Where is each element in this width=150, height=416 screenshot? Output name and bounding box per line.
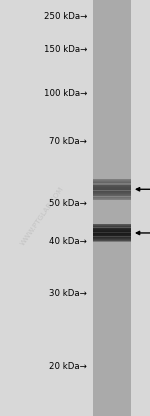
Bar (93, 228, 130, 229)
Bar (93, 223, 130, 224)
Bar (93, 184, 130, 185)
Bar (93, 194, 130, 195)
Text: 150 kDa→: 150 kDa→ (44, 45, 87, 54)
Bar (93, 226, 130, 227)
Bar (93, 227, 130, 228)
Bar (93, 187, 130, 188)
Bar (93, 192, 130, 193)
Bar (93, 188, 130, 189)
Bar (93, 190, 130, 191)
Bar (93, 226, 130, 227)
Bar (93, 227, 130, 228)
Bar (93, 235, 130, 236)
Bar (93, 241, 130, 242)
Bar (93, 191, 130, 192)
Text: 250 kDa→: 250 kDa→ (44, 12, 87, 21)
Bar (93, 232, 130, 233)
Bar (93, 234, 130, 235)
Bar (93, 235, 130, 236)
Bar (93, 231, 130, 232)
Bar (93, 230, 130, 231)
Text: 40 kDa→: 40 kDa→ (49, 237, 87, 246)
Bar (93, 181, 130, 182)
Bar (93, 232, 130, 233)
Bar (93, 183, 130, 184)
Bar (93, 183, 130, 184)
Bar (93, 239, 130, 240)
Text: 100 kDa→: 100 kDa→ (44, 89, 87, 98)
Bar (93, 230, 130, 231)
Bar (93, 225, 130, 226)
Bar (93, 228, 130, 229)
Text: 50 kDa→: 50 kDa→ (49, 199, 87, 208)
Bar (93, 198, 130, 199)
Bar (93, 186, 130, 187)
Bar (93, 179, 130, 180)
Bar (93, 180, 130, 181)
Bar (93, 231, 130, 232)
Bar (93, 181, 130, 182)
Bar (93, 197, 130, 198)
Bar (93, 192, 130, 193)
Bar (93, 0, 130, 416)
Bar (93, 237, 130, 238)
Bar (93, 229, 130, 230)
Bar (93, 185, 130, 186)
Bar (93, 185, 130, 186)
Bar (93, 186, 130, 187)
Bar (93, 224, 130, 225)
Bar (93, 239, 130, 240)
Bar (93, 234, 130, 235)
Text: 30 kDa→: 30 kDa→ (49, 289, 87, 298)
Bar (93, 195, 130, 196)
Bar (93, 240, 130, 241)
Bar (93, 238, 130, 239)
Bar (93, 190, 130, 191)
Text: 20 kDa→: 20 kDa→ (49, 362, 87, 371)
Bar (93, 193, 130, 194)
Bar (93, 240, 130, 241)
Bar (93, 196, 130, 197)
Bar (93, 233, 130, 234)
Bar (93, 182, 130, 183)
Bar (93, 196, 130, 197)
Bar (93, 195, 130, 196)
Bar (93, 187, 130, 188)
Bar (93, 194, 130, 195)
Bar (93, 242, 130, 243)
Text: WWW.PTGLAB.COM: WWW.PTGLAB.COM (19, 186, 65, 247)
Bar (93, 180, 130, 181)
Bar (93, 199, 130, 200)
Bar (93, 233, 130, 234)
Bar (93, 237, 130, 238)
Bar (93, 189, 130, 190)
Bar (93, 188, 130, 189)
Text: 70 kDa→: 70 kDa→ (49, 137, 87, 146)
Bar (93, 179, 130, 180)
Bar (93, 199, 130, 200)
Bar (93, 238, 130, 239)
Bar (93, 236, 130, 237)
Bar (93, 178, 130, 179)
Bar (93, 197, 130, 198)
